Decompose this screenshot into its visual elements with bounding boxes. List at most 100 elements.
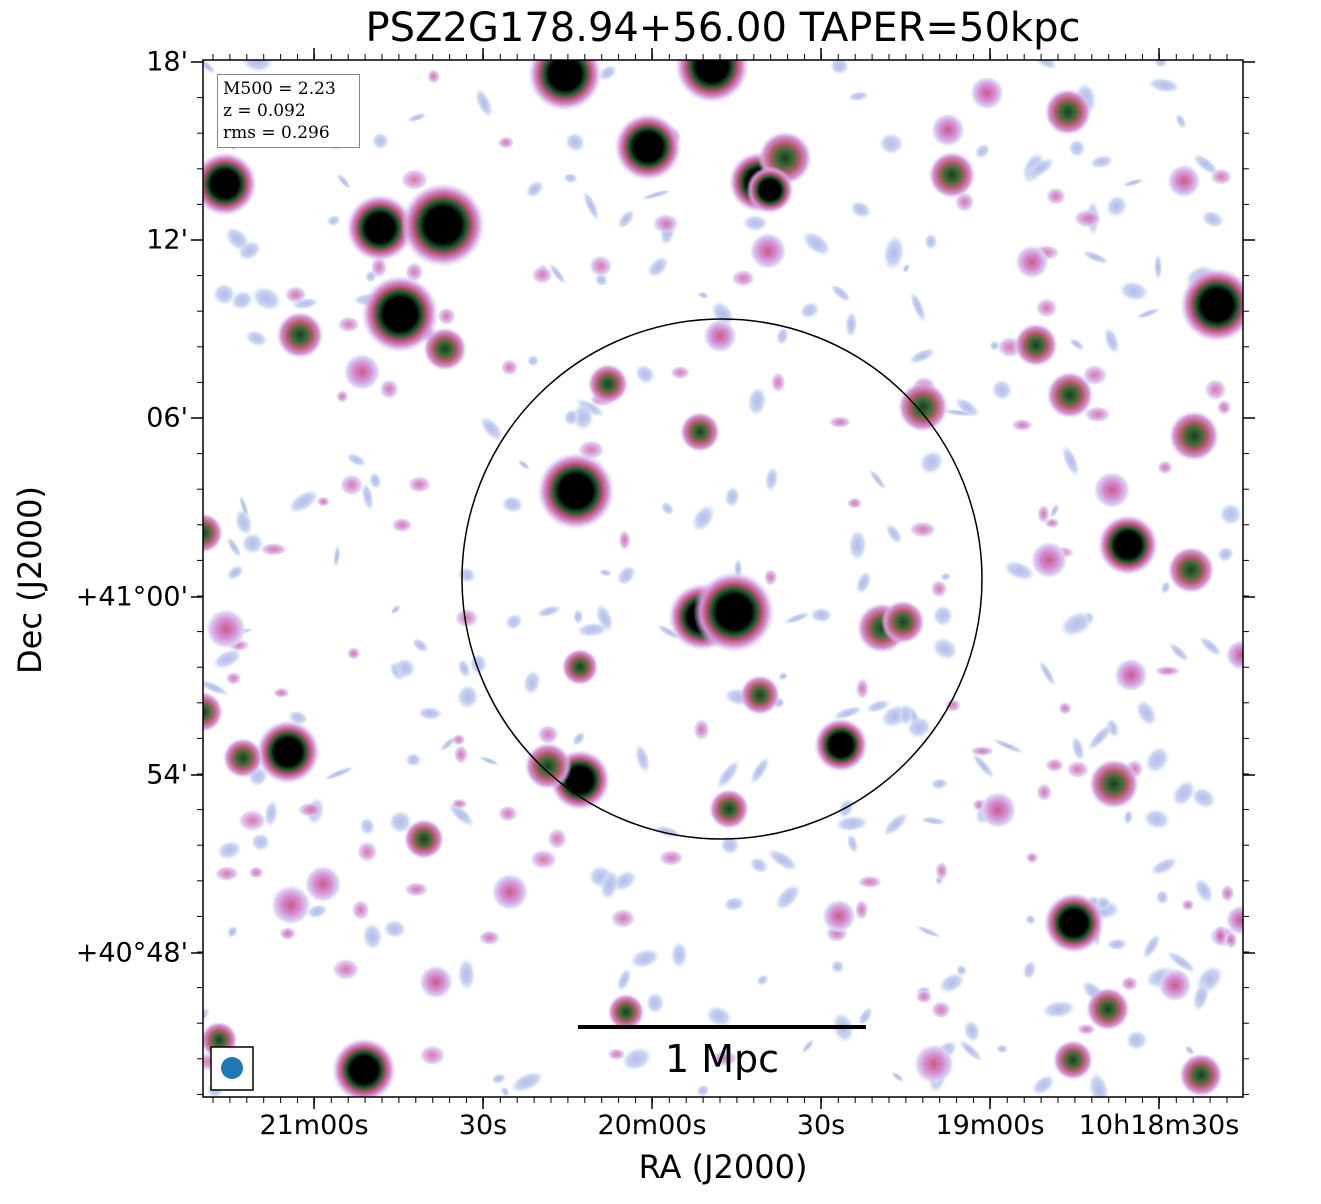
plot-title: PSZ2G178.94+56.00 TAPER=50kpc (365, 5, 1081, 51)
noise-blob (479, 415, 504, 442)
axis-ticks (191, 48, 1255, 1109)
faint-source (279, 926, 297, 941)
noise-blob (898, 703, 913, 727)
faint-source (407, 476, 431, 493)
noise-blob (1031, 1074, 1056, 1096)
radio-source (679, 411, 721, 453)
x-tick-label: 10h18m30s (1078, 1110, 1240, 1141)
noise-blob (991, 738, 1025, 754)
noise-blob (909, 290, 927, 323)
plot-frame (202, 59, 1244, 1098)
noise-blob (1059, 610, 1094, 638)
noise-blob (1022, 959, 1037, 981)
noise-blob (660, 501, 675, 516)
faint-source (379, 379, 399, 400)
noise-blob (411, 637, 429, 653)
noise-blob (719, 835, 741, 855)
noise-blob (1041, 999, 1077, 1019)
faint-source (618, 529, 631, 551)
noise-blob (920, 816, 947, 826)
noise-blob (230, 289, 254, 311)
faint-source (336, 390, 349, 403)
noise-blob (1147, 77, 1181, 94)
noise-blob (390, 604, 401, 615)
faint-source (909, 521, 937, 538)
faint-source (915, 989, 933, 1004)
faint-source (1036, 783, 1053, 802)
noise-blob (629, 948, 661, 969)
noise-blob (1103, 326, 1120, 355)
faint-source (537, 724, 559, 745)
noise-blob (1194, 877, 1214, 904)
faint-source (497, 136, 515, 149)
noise-blob (1088, 1071, 1110, 1097)
noise-blob (1024, 157, 1056, 180)
radio-source (708, 788, 750, 830)
y-tick-label: 18' (146, 46, 188, 78)
noise-blob (801, 1038, 815, 1054)
faint-source (1011, 418, 1033, 432)
faint-source (332, 958, 360, 981)
radio-source (749, 232, 787, 270)
noise-blob (915, 925, 942, 939)
x-tick-label: 30s (458, 1110, 508, 1141)
noise-blob (1192, 153, 1220, 176)
noise-blob (974, 143, 991, 159)
noise-blob (394, 657, 417, 679)
faint-source (930, 579, 948, 598)
noise-blob (938, 972, 966, 994)
noise-blob (891, 1071, 905, 1083)
noise-blob (322, 766, 356, 781)
noise-blob (1165, 950, 1197, 974)
faint-source (248, 866, 264, 879)
x-tick-label: 19m00s (935, 1110, 1045, 1141)
noise-blob (576, 622, 609, 638)
faint-source (497, 805, 518, 822)
faint-source (337, 316, 360, 333)
radio-source (931, 113, 965, 147)
beam-ellipse (221, 1057, 243, 1079)
faint-source (547, 828, 568, 850)
noise-blob (646, 255, 670, 279)
faint-source (1204, 378, 1227, 401)
x-tick-label: 20m00s (597, 1110, 707, 1141)
noise-blob (216, 840, 243, 861)
noise-blob (244, 329, 268, 347)
mass-text: M500 = 2.23 (223, 79, 336, 99)
radio-source (304, 865, 342, 903)
faint-source (400, 168, 429, 191)
y-tick-label: 12' (146, 224, 188, 256)
noise-blob (691, 503, 716, 533)
faint-source (1046, 187, 1066, 206)
noise-blob (491, 1072, 507, 1085)
faint-source (500, 359, 519, 376)
radio-source (346, 194, 414, 262)
radio-source (1046, 371, 1094, 419)
faint-source (1224, 931, 1238, 949)
noise-blob (766, 848, 799, 872)
radio-source (255, 719, 321, 785)
radio-source (422, 326, 468, 372)
noise-blob (474, 87, 494, 119)
noise-blob (616, 564, 637, 586)
faint-source (935, 861, 949, 881)
x-tick-label: 30s (796, 1110, 846, 1141)
radio-source (1158, 968, 1192, 1002)
noise-blob (640, 189, 673, 201)
radio-source (524, 742, 572, 790)
cluster-circle (461, 318, 983, 840)
faint-source (763, 568, 778, 586)
noise-blob (457, 956, 476, 992)
noise-blob (1135, 699, 1158, 727)
faint-source (284, 285, 307, 304)
noise-blob (1123, 809, 1134, 825)
noise-blob (572, 731, 586, 747)
faint-source (610, 908, 636, 929)
faint-source (855, 678, 869, 700)
noise-blob (764, 466, 779, 493)
noise-blob (1190, 786, 1217, 809)
noise-blob (620, 1046, 653, 1072)
noise-blob (1175, 113, 1187, 130)
radio-source (1179, 267, 1243, 343)
noise-blob (782, 611, 812, 625)
